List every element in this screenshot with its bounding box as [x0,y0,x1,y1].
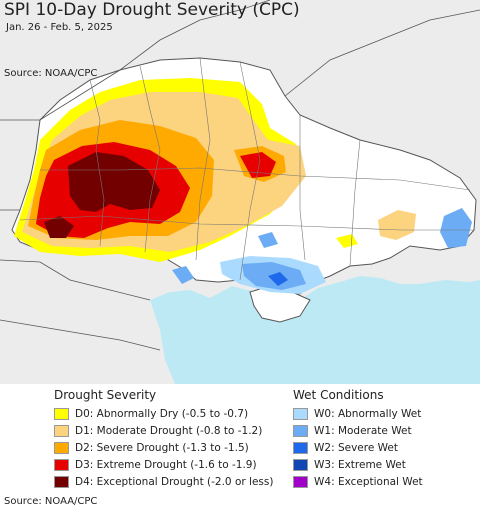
drought-map: SPI 10-Day Drought Severity (CPC) Jan. 2… [0,0,480,384]
legend-label-w2: W2: Severe Wet [314,442,398,454]
legend-label-w3: W3: Extreme Wet [314,459,406,471]
legend-item-w4: W4: Exceptional Wet [293,474,423,490]
w2-swatch [293,442,308,454]
w2-area-south [268,272,288,286]
source-credit: Source: NOAA/CPC [4,496,98,507]
country-borders [0,0,480,351]
d2-swatch [54,442,69,454]
legend-item-d1: D1: Moderate Drought (-0.8 to -1.2) [54,423,262,439]
drought-legend-heading: Drought Severity [54,388,157,402]
w0-swatch [293,408,308,420]
map-graphic [0,0,480,384]
legend-label-w1: W1: Moderate Wet [314,425,412,437]
legend-label-d0: D0: Abnormally Dry (-0.5 to -0.7) [75,408,249,420]
legend-item-d0: D0: Abnormally Dry (-0.5 to -0.7) [54,406,248,422]
d1-swatch [54,425,69,437]
ne-d3-area [240,152,276,178]
legend-item-d2: D2: Severe Drought (-1.3 to -1.5) [54,440,249,456]
legend-label-d4: D4: Exceptional Drought (-2.0 or less) [75,476,274,488]
d3-swatch [54,459,69,471]
legend-label-d1: D1: Moderate Drought (-0.8 to -1.2) [75,425,263,437]
w1-area-west [172,266,194,284]
legend-label-w4: W4: Exceptional Wet [314,476,423,488]
east-d1-area [378,210,416,240]
legend-label-d3: D3: Extreme Drought (-1.6 to -1.9) [75,459,257,471]
black-sea [150,276,480,384]
map-title: SPI 10-Day Drought Severity (CPC) [4,0,300,20]
w1-swatch [293,425,308,437]
d0-swatch [54,408,69,420]
w1-area-center [258,232,278,248]
w3-swatch [293,459,308,471]
d4-swatch [54,476,69,488]
legend-item-w2: W2: Severe Wet [293,440,398,456]
legend-item-w1: W1: Moderate Wet [293,423,412,439]
legend-item-d4: D4: Exceptional Drought (-2.0 or less) [54,474,273,490]
w4-swatch [293,476,308,488]
legend-panel: Drought Severity D0: Abnormally Dry (-0.… [0,384,480,494]
legend-item-d3: D3: Extreme Drought (-1.6 to -1.9) [54,457,257,473]
w1-area-east [440,208,472,248]
wet-legend-heading: Wet Conditions [293,388,384,402]
legend-item-w0: W0: Abnormally Wet [293,406,421,422]
legend-label-w0: W0: Abnormally Wet [314,408,422,420]
d4-area [68,152,160,212]
east-d0-area [336,234,358,248]
legend-label-d2: D2: Severe Drought (-1.3 to -1.5) [75,442,249,454]
d4-area-south [44,216,74,238]
map-source-label: Source: NOAA/CPC [4,68,98,79]
legend-item-w3: W3: Extreme Wet [293,457,406,473]
oblast-borders [19,57,474,281]
map-subtitle: Jan. 26 - Feb. 5, 2025 [6,22,113,33]
